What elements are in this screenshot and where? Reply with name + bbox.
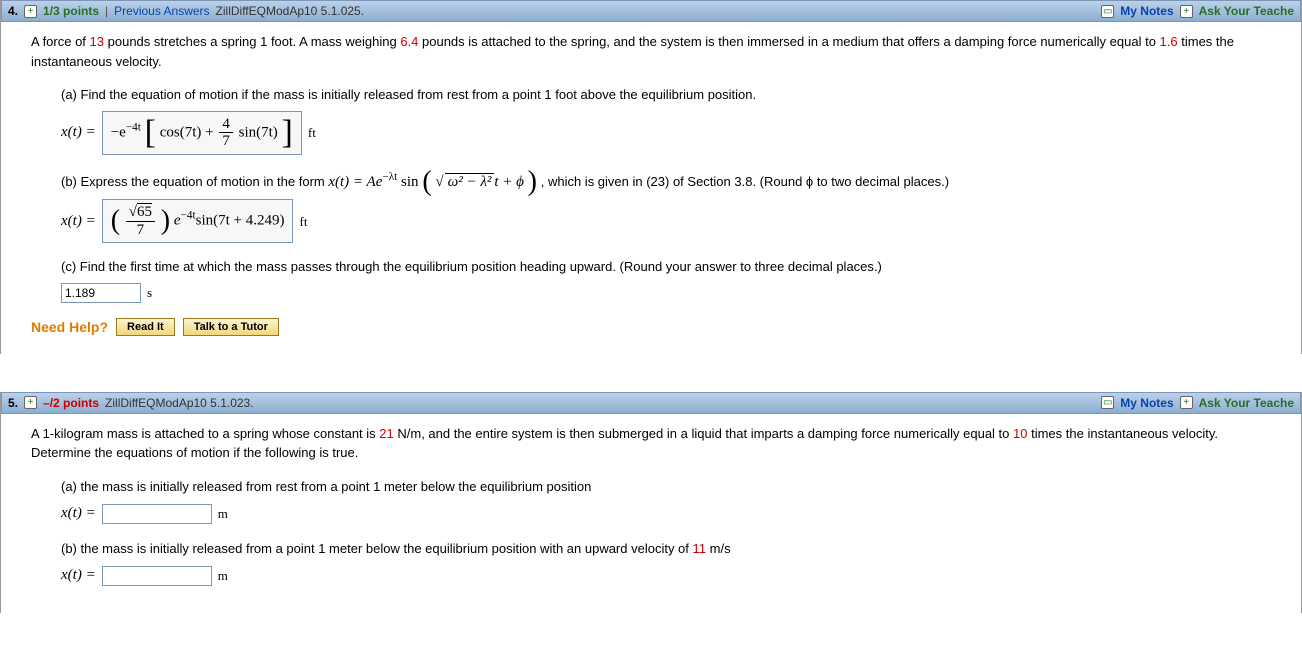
q4-part-c-text: (c) Find the first time at which the mas… [61, 257, 1271, 277]
text: pounds is attached to the spring, and th… [418, 34, 1159, 49]
denominator: 7 [126, 222, 155, 239]
q4-intro: A force of 13 pounds stretches a spring … [31, 32, 1271, 71]
xeq-label: x(t) = [61, 564, 96, 587]
xeq-label: x(t) = [61, 121, 96, 144]
numerator: √65 [126, 204, 155, 222]
q4-part-a-answer: x(t) = −e−4t [ cos(7t) + 47 sin(7t) ] ft [61, 111, 1271, 155]
expand-icon[interactable]: + [1180, 5, 1193, 18]
sin-term: sin(7t + 4.249) [196, 213, 285, 229]
text: (b) the mass is initially released from … [61, 541, 693, 556]
expand-icon[interactable]: + [24, 396, 37, 409]
sqrt: √ω² − λ² [435, 171, 494, 194]
form-exp: −λt [382, 171, 397, 183]
q5-number: 5. [8, 396, 18, 410]
form-mid: sin [401, 174, 419, 190]
question-5: 5. + –/2 points ZillDiffEQModAp10 5.1.02… [0, 392, 1302, 613]
damping-value: 1.6 [1160, 34, 1178, 49]
q5-intro: A 1-kilogram mass is attached to a sprin… [31, 424, 1271, 463]
spring-constant: 21 [379, 426, 393, 441]
unit-label: ft [299, 212, 307, 232]
answer-expr: ( √65 7 ) e−4tsin(7t + 4.249) [111, 204, 285, 238]
left-paren-icon: ( [422, 171, 431, 193]
q4b-answer-box[interactable]: ( √65 7 ) e−4tsin(7t + 4.249) [102, 199, 294, 243]
q4-source: ZillDiffEQModAp10 5.1.025. [216, 4, 365, 18]
text: pounds stretches a spring 1 foot. A mass… [104, 34, 400, 49]
xeq-label: x(t) = [61, 210, 96, 233]
velocity-value: 11 [693, 541, 707, 556]
e-symbol: e [174, 213, 181, 229]
radicand: ω² − λ² [448, 174, 492, 190]
q4c-input[interactable] [61, 283, 141, 303]
text: −e [111, 124, 126, 140]
question-5-header: 5. + –/2 points ZillDiffEQModAp10 5.1.02… [1, 392, 1301, 414]
q4-number: 4. [8, 4, 18, 18]
text: m/s [706, 541, 731, 556]
q4-points: 1/3 points [43, 4, 99, 18]
left-paren-icon: ( [111, 210, 120, 232]
xeq-label: x(t) = [61, 502, 96, 525]
q5-part-b-text: (b) the mass is initially released from … [61, 539, 1271, 559]
expand-icon[interactable]: + [24, 5, 37, 18]
help-row: Need Help? Read It Talk to a Tutor [31, 317, 1271, 338]
plus: + [201, 124, 217, 140]
left-bracket-icon: [ [145, 119, 156, 146]
right-bracket-icon: ] [282, 119, 293, 146]
q4-part-b-answer: x(t) = ( √65 7 ) e−4tsin(7t + 4.249) ft [61, 199, 1271, 243]
damping-coeff: 10 [1013, 426, 1027, 441]
note-icon[interactable]: ▭ [1101, 5, 1114, 18]
previous-answers-link[interactable]: Previous Answers [114, 4, 209, 18]
question-4-header: 4. + 1/3 points | Previous Answers ZillD… [1, 0, 1301, 22]
expand-icon[interactable]: + [1180, 396, 1193, 409]
q5-points: –/2 points [43, 396, 99, 410]
answer-expr: −e−4t [ cos(7t) + 47 sin(7t) ] [111, 116, 293, 150]
q5-body: A 1-kilogram mass is attached to a sprin… [1, 414, 1301, 613]
right-paren-icon: ) [528, 171, 537, 193]
q4-part-b-text: (b) Express the equation of motion in th… [61, 169, 1271, 194]
radicand: 65 [137, 204, 152, 220]
read-it-button[interactable]: Read It [116, 318, 175, 336]
ask-teacher-link[interactable]: Ask Your Teache [1199, 4, 1294, 18]
cos-term: cos(7t) [160, 124, 202, 140]
q4a-answer-box[interactable]: −e−4t [ cos(7t) + 47 sin(7t) ] [102, 111, 302, 155]
question-4: 4. + 1/3 points | Previous Answers ZillD… [0, 0, 1302, 354]
sin-term: sin(7t) [239, 124, 278, 140]
exponent: −4t [181, 210, 196, 222]
exponent: −4t [126, 121, 141, 133]
mass-value: 6.4 [400, 34, 418, 49]
q5a-input[interactable] [102, 504, 212, 524]
form-pre: x(t) = Ae [328, 174, 382, 190]
text: (b) Express the equation of motion in th… [61, 174, 328, 189]
denominator: 7 [219, 133, 233, 150]
q4-body: A force of 13 pounds stretches a spring … [1, 22, 1301, 354]
after-rad: t + ϕ [494, 174, 524, 190]
numerator: 4 [219, 116, 233, 134]
q5-source: ZillDiffEQModAp10 5.1.023. [105, 396, 254, 410]
unit-label: m [218, 504, 228, 524]
text: A 1-kilogram mass is attached to a sprin… [31, 426, 379, 441]
my-notes-link[interactable]: My Notes [1120, 396, 1173, 410]
text: A force of [31, 34, 90, 49]
q5-part-a-answer: x(t) = m [61, 502, 1271, 525]
unit-label: ft [308, 123, 316, 143]
fraction: √65 7 [126, 204, 155, 238]
unit-label: m [218, 566, 228, 586]
force-value: 13 [90, 34, 104, 49]
ask-teacher-link[interactable]: Ask Your Teache [1199, 396, 1294, 410]
q5-part-a-text: (a) the mass is initially released from … [61, 477, 1271, 497]
divider: | [105, 4, 108, 18]
q4-part-c-answer: s [61, 283, 1271, 303]
unit-label: s [147, 283, 152, 303]
q4-part-a-text: (a) Find the equation of motion if the m… [61, 85, 1271, 105]
note-icon[interactable]: ▭ [1101, 396, 1114, 409]
right-paren-icon: ) [161, 210, 170, 232]
q5-part-b-answer: x(t) = m [61, 564, 1271, 587]
talk-to-tutor-button[interactable]: Talk to a Tutor [183, 318, 279, 336]
fraction: 47 [219, 116, 233, 150]
q5b-input[interactable] [102, 566, 212, 586]
my-notes-link[interactable]: My Notes [1120, 4, 1173, 18]
text: , which is given in (23) of Section 3.8.… [541, 174, 949, 189]
text: N/m, and the entire system is then subme… [394, 426, 1013, 441]
need-help-label: Need Help? [31, 317, 108, 338]
